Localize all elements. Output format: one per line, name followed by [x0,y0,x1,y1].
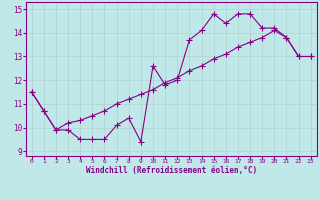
X-axis label: Windchill (Refroidissement éolien,°C): Windchill (Refroidissement éolien,°C) [86,166,257,175]
